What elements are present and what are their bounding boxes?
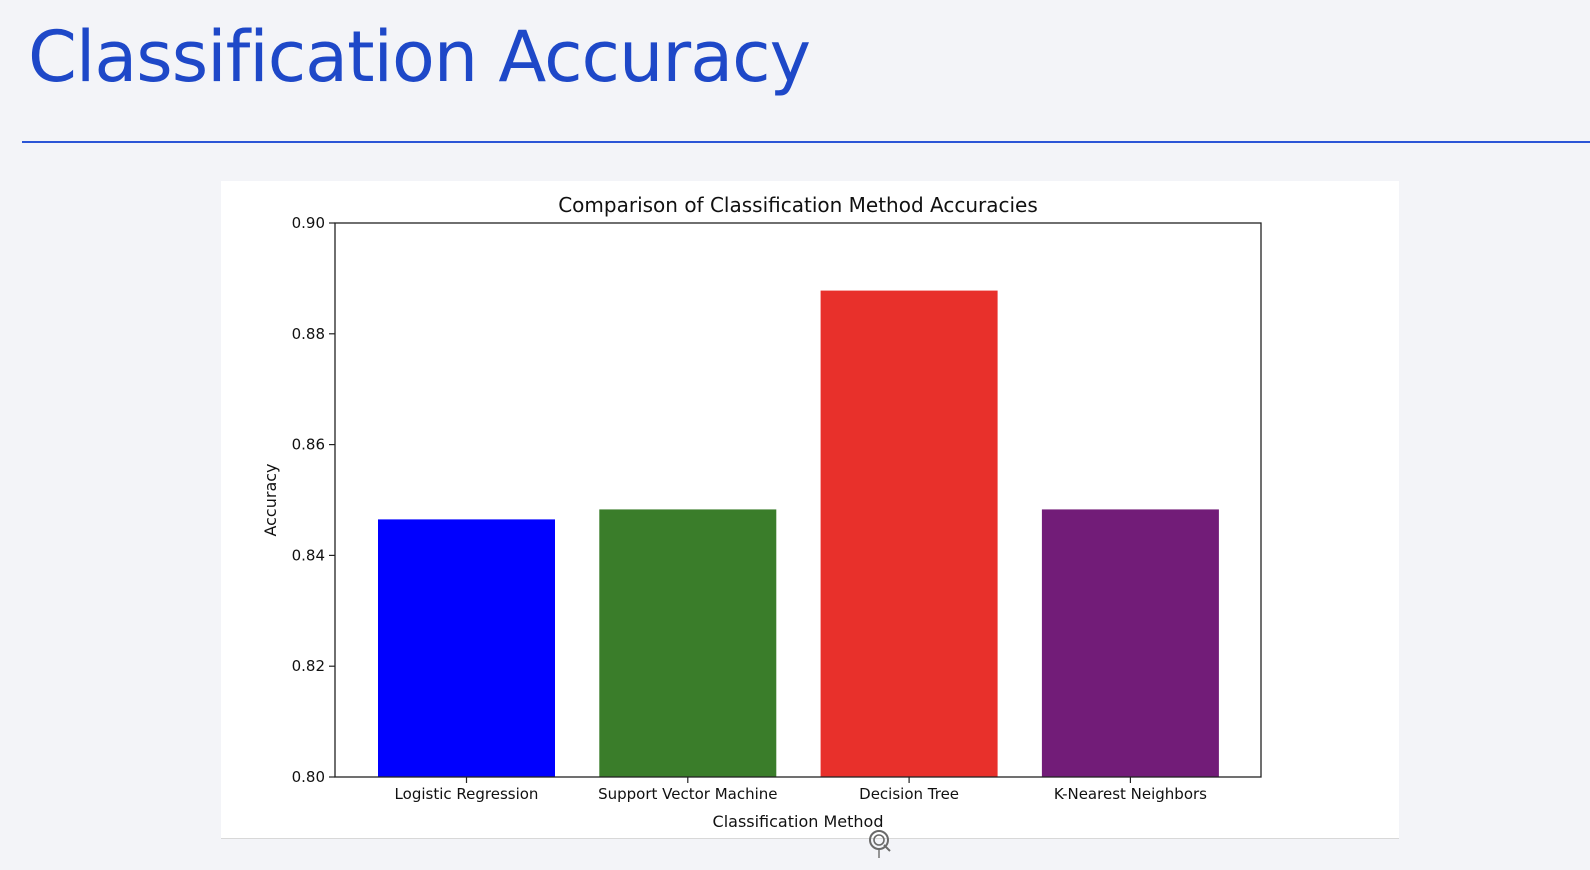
y-tick-label: 0.90 xyxy=(292,214,325,232)
chart-image[interactable]: Comparison of Classification Method Accu… xyxy=(221,181,1399,838)
y-axis-label: Accuracy xyxy=(261,463,280,536)
card-bottom-border xyxy=(221,838,1399,839)
plot-frame xyxy=(334,222,1262,778)
x-tick-label: K-Nearest Neighbors xyxy=(1054,785,1207,803)
x-tick-label: Support Vector Machine xyxy=(598,785,777,803)
rotate-handle-icon[interactable] xyxy=(862,825,896,859)
bar-k-nearest-neighbors xyxy=(1041,509,1219,777)
page-title: Classification Accuracy xyxy=(28,16,811,98)
x-axis-label: Classification Method xyxy=(713,812,884,831)
bar-support-vector-machine xyxy=(599,509,777,777)
y-axis-ticks: 0.80 0.82 0.84 0.86 0.88 0.90 xyxy=(292,214,335,786)
x-tick-label: Logistic Regression xyxy=(395,785,539,803)
x-axis-ticks: Logistic Regression Support Vector Machin… xyxy=(395,777,1207,803)
bars-layer xyxy=(378,290,1219,777)
chart-title: Comparison of Classification Method Accu… xyxy=(558,193,1038,217)
y-tick-label: 0.82 xyxy=(292,657,325,675)
bar-logistic-regression xyxy=(378,519,555,777)
y-tick-label: 0.88 xyxy=(292,325,325,343)
title-divider xyxy=(22,141,1590,143)
x-tick-label: Decision Tree xyxy=(859,785,959,803)
y-tick-label: 0.84 xyxy=(292,546,325,564)
bar-chart: Comparison of Classification Method Accu… xyxy=(261,193,1262,831)
y-tick-label: 0.80 xyxy=(292,768,325,786)
y-tick-label: 0.86 xyxy=(292,436,325,454)
bar-decision-tree xyxy=(820,290,998,777)
